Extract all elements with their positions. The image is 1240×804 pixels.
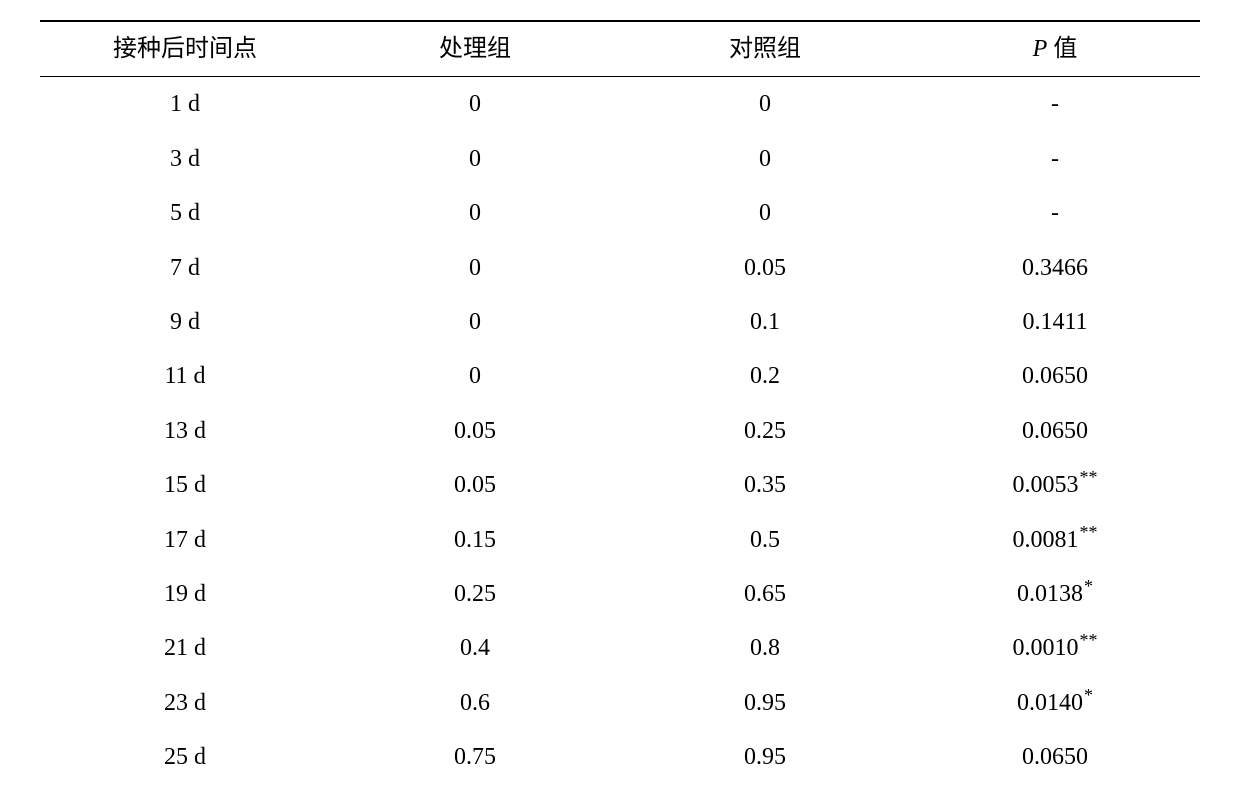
cell-time: 9 d bbox=[40, 295, 330, 349]
significance-marker: * bbox=[1084, 576, 1093, 596]
cell-pvalue: 0.0650 bbox=[910, 730, 1200, 784]
cell-time: 11 d bbox=[40, 349, 330, 403]
cell-treat: 0 bbox=[330, 77, 620, 132]
table-row: 21 d0.40.80.0010** bbox=[40, 621, 1200, 675]
cell-treat: 0 bbox=[330, 295, 620, 349]
cell-treat: 0.75 bbox=[330, 730, 620, 784]
cell-treat: 0 bbox=[330, 186, 620, 240]
cell-pvalue: 0.0650 bbox=[910, 349, 1200, 403]
cell-treat: 0.4 bbox=[330, 621, 620, 675]
table-row: 19 d0.250.650.0138* bbox=[40, 567, 1200, 621]
significance-marker: ** bbox=[1080, 467, 1098, 487]
pvalue-text: 0.0138 bbox=[1017, 581, 1083, 607]
cell-time: 5 d bbox=[40, 186, 330, 240]
table-row: 3 d00- bbox=[40, 132, 1200, 186]
cell-time: 1 d bbox=[40, 77, 330, 132]
cell-time: 23 d bbox=[40, 676, 330, 730]
col-header-pvalue: P 值 bbox=[910, 21, 1200, 77]
cell-time: 25 d bbox=[40, 730, 330, 784]
p-suffix: 值 bbox=[1047, 36, 1077, 62]
cell-ctrl: 0.95 bbox=[620, 730, 910, 784]
table-row: 11 d00.2 0.0650 bbox=[40, 349, 1200, 403]
table-row: 17 d0.150.50.0081** bbox=[40, 513, 1200, 567]
significance-marker: * bbox=[1084, 685, 1093, 705]
cell-treat: 0.6 bbox=[330, 676, 620, 730]
cell-treat: 0.05 bbox=[330, 458, 620, 512]
pvalue-text: 0.0650 bbox=[1022, 363, 1088, 389]
cell-pvalue: 0.3466 bbox=[910, 241, 1200, 295]
cell-time: 13 d bbox=[40, 404, 330, 458]
significance-marker: ** bbox=[1080, 522, 1098, 542]
cell-pvalue: - bbox=[910, 77, 1200, 132]
table-row: 23 d0.60.950.0140* bbox=[40, 676, 1200, 730]
table-row: 7 d00.05 0.3466 bbox=[40, 241, 1200, 295]
cell-ctrl: 0.65 bbox=[620, 567, 910, 621]
cell-ctrl: 0.8 bbox=[620, 621, 910, 675]
cell-time: 15 d bbox=[40, 458, 330, 512]
pvalue-text: 0.0650 bbox=[1022, 418, 1088, 444]
pvalue-text: 0.0053 bbox=[1013, 472, 1079, 498]
cell-pvalue: 0.1411 bbox=[910, 295, 1200, 349]
cell-pvalue: 0.0081** bbox=[910, 513, 1200, 567]
table-body: 1 d00-3 d00-5 d00-7 d00.050.34669 d00.10… bbox=[40, 77, 1200, 785]
pvalue-text: 0.0010 bbox=[1013, 635, 1079, 661]
cell-ctrl: 0.25 bbox=[620, 404, 910, 458]
cell-treat: 0 bbox=[330, 241, 620, 295]
header-row: 接种后时间点 处理组 对照组 P 值 bbox=[40, 21, 1200, 77]
cell-ctrl: 0 bbox=[620, 186, 910, 240]
cell-time: 21 d bbox=[40, 621, 330, 675]
col-header-treat: 处理组 bbox=[330, 21, 620, 77]
cell-pvalue: 0.0138* bbox=[910, 567, 1200, 621]
cell-ctrl: 0 bbox=[620, 77, 910, 132]
cell-treat: 0 bbox=[330, 349, 620, 403]
table-row: 25 d0.750.95 0.0650 bbox=[40, 730, 1200, 784]
cell-time: 19 d bbox=[40, 567, 330, 621]
cell-treat: 0 bbox=[330, 132, 620, 186]
cell-ctrl: 0.1 bbox=[620, 295, 910, 349]
table-row: 5 d00- bbox=[40, 186, 1200, 240]
cell-time: 3 d bbox=[40, 132, 330, 186]
table-row: 15 d0.050.350.0053** bbox=[40, 458, 1200, 512]
col-header-ctrl: 对照组 bbox=[620, 21, 910, 77]
pvalue-text: - bbox=[1051, 200, 1059, 226]
cell-ctrl: 0.35 bbox=[620, 458, 910, 512]
cell-ctrl: 0.5 bbox=[620, 513, 910, 567]
cell-ctrl: 0.05 bbox=[620, 241, 910, 295]
cell-pvalue: 0.0650 bbox=[910, 404, 1200, 458]
pvalue-text: 0.0081 bbox=[1013, 527, 1079, 553]
cell-pvalue: 0.0053** bbox=[910, 458, 1200, 512]
cell-ctrl: 0 bbox=[620, 132, 910, 186]
cell-pvalue: 0.0010** bbox=[910, 621, 1200, 675]
p-italic: P bbox=[1033, 36, 1048, 62]
data-table: 接种后时间点 处理组 对照组 P 值 1 d00-3 d00-5 d00-7 d… bbox=[40, 20, 1200, 784]
table-row: 1 d00- bbox=[40, 77, 1200, 132]
cell-time: 17 d bbox=[40, 513, 330, 567]
cell-ctrl: 0.2 bbox=[620, 349, 910, 403]
cell-pvalue: - bbox=[910, 132, 1200, 186]
pvalue-text: 0.3466 bbox=[1022, 255, 1088, 281]
pvalue-text: - bbox=[1051, 146, 1059, 172]
table-row: 13 d0.050.25 0.0650 bbox=[40, 404, 1200, 458]
cell-pvalue: - bbox=[910, 186, 1200, 240]
cell-treat: 0.25 bbox=[330, 567, 620, 621]
col-header-time: 接种后时间点 bbox=[40, 21, 330, 77]
significance-marker: ** bbox=[1080, 630, 1098, 650]
cell-treat: 0.15 bbox=[330, 513, 620, 567]
cell-ctrl: 0.95 bbox=[620, 676, 910, 730]
cell-time: 7 d bbox=[40, 241, 330, 295]
pvalue-text: 0.0140 bbox=[1017, 690, 1083, 716]
pvalue-text: 0.1411 bbox=[1022, 309, 1087, 335]
pvalue-text: - bbox=[1051, 91, 1059, 117]
pvalue-text: 0.0650 bbox=[1022, 744, 1088, 770]
cell-treat: 0.05 bbox=[330, 404, 620, 458]
cell-pvalue: 0.0140* bbox=[910, 676, 1200, 730]
table-row: 9 d00.1 0.1411 bbox=[40, 295, 1200, 349]
